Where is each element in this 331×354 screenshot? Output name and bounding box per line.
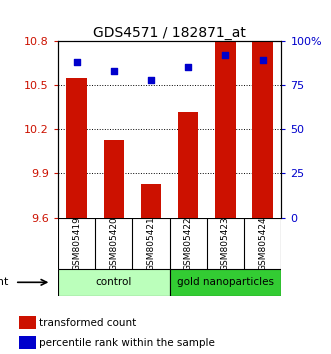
Bar: [19, 336, 36, 349]
Bar: [104, 139, 124, 218]
Point: [148, 77, 154, 82]
Bar: [253, 42, 273, 218]
Bar: [178, 112, 199, 218]
Bar: [19, 316, 36, 329]
Point: [74, 59, 79, 65]
Text: GSM805420: GSM805420: [109, 216, 118, 271]
Point: [260, 57, 265, 63]
Bar: [169, 269, 281, 296]
Text: GSM805424: GSM805424: [258, 216, 267, 271]
Text: gold nanoparticles: gold nanoparticles: [177, 277, 274, 287]
Text: percentile rank within the sample: percentile rank within the sample: [39, 338, 215, 348]
Text: GSM805421: GSM805421: [147, 216, 156, 271]
Point: [186, 64, 191, 70]
Point: [223, 52, 228, 58]
Bar: [58, 269, 169, 296]
Bar: [141, 184, 161, 218]
Text: GSM805419: GSM805419: [72, 216, 81, 271]
Title: GDS4571 / 182871_at: GDS4571 / 182871_at: [93, 26, 246, 40]
Bar: [66, 78, 87, 218]
Text: GSM805423: GSM805423: [221, 216, 230, 271]
Text: control: control: [96, 277, 132, 287]
Bar: [215, 42, 236, 218]
Point: [111, 68, 117, 74]
Text: GSM805422: GSM805422: [184, 216, 193, 271]
Text: transformed count: transformed count: [39, 318, 136, 328]
Text: agent: agent: [0, 277, 8, 287]
